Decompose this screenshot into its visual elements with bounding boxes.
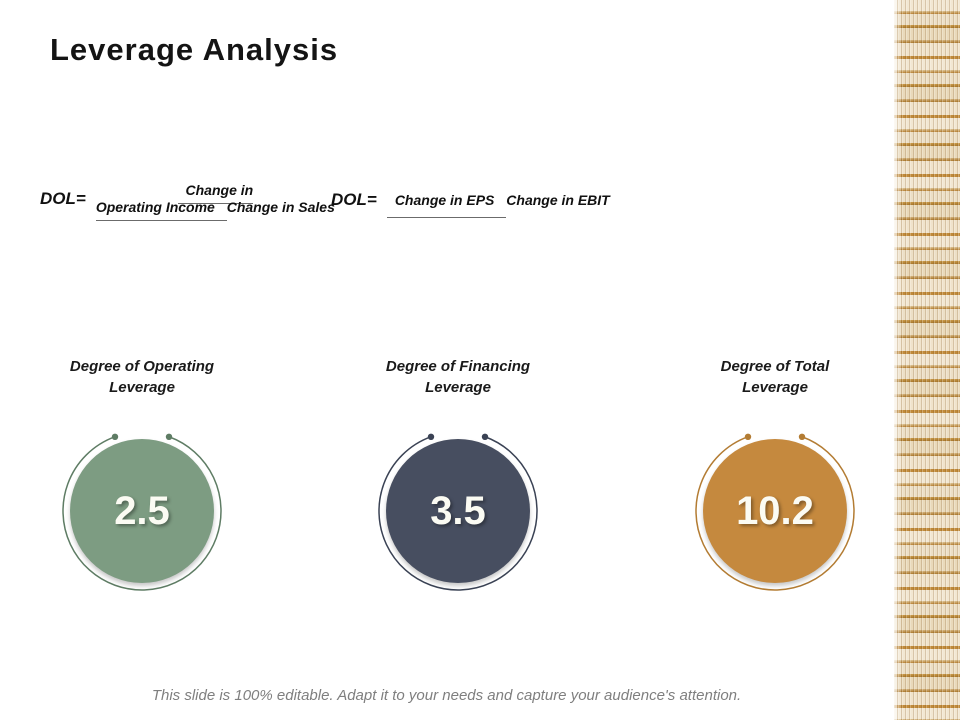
numerator-line2: Operating Income — [95, 199, 215, 215]
numerator-line1: Change in — [185, 182, 254, 198]
gauge-ring-graphic — [695, 431, 855, 591]
gauge-label: Degree of Total Leverage — [675, 356, 875, 402]
denominator-text: Change in EBIT — [506, 191, 610, 208]
gauge-ring-graphic — [378, 431, 538, 591]
gauge-circle: 3.5 — [373, 426, 543, 596]
gauge-value: 3.5 — [430, 488, 486, 533]
gauge-value: 10.2 — [736, 488, 814, 533]
formula-dol-financing: DOL= Change in EPS Change in EBIT — [331, 190, 610, 218]
ring-dot-right — [798, 433, 806, 440]
formula-label: DOL= — [331, 190, 377, 209]
gauge-label: Degree of Operating Leverage — [42, 356, 242, 402]
editable-note-caption: This slide is 100% editable. Adapt it to… — [151, 687, 742, 704]
gauge-operating-leverage: Degree of Operating Leverage 2.5 — [42, 356, 242, 596]
ring-dot-right — [481, 433, 489, 440]
stacked-coins-image — [893, 0, 960, 720]
fraction-denominator: Change in EBIT — [506, 181, 609, 208]
fraction: Change in EPS Change in EBIT — [386, 191, 610, 218]
gauge-label: Degree of Financing Leverage — [358, 356, 558, 402]
gauge-ring-graphic — [62, 431, 222, 591]
gauge-fill-circle — [703, 439, 847, 583]
numerator-line1: Change in EPS — [394, 191, 495, 208]
gauge-label-line2: Leverage — [109, 379, 175, 396]
formula-dol-operating: DOL= Change in Operating Income Change i… — [40, 182, 335, 221]
fraction-numerator: Change in Operating Income — [95, 182, 254, 221]
ring-dot-right — [165, 433, 173, 440]
gauge-label-line2: Leverage — [742, 379, 808, 396]
gauge-circle: 2.5 — [57, 426, 227, 596]
gauge-fill-circle — [70, 439, 214, 583]
gauge-label-line1: Degree of Total — [720, 358, 830, 375]
ring-dot-left — [427, 433, 435, 440]
gauge-value: 2.5 — [114, 488, 170, 533]
fraction-denominator: Change in Sales — [227, 192, 335, 215]
ring-dot-left — [111, 433, 119, 440]
gauge-label-line1: Degree of Operating — [69, 358, 215, 375]
gauge-label-line2: Leverage — [425, 379, 491, 396]
fraction-numerator: Change in EPS — [386, 191, 507, 218]
gauge-fill-circle — [386, 439, 530, 583]
denominator-text: Change in Sales — [226, 199, 335, 215]
gauge-financing-leverage: Degree of Financing Leverage 3.5 — [358, 356, 558, 596]
formula-label: DOL= — [40, 189, 86, 208]
fraction: Change in Operating Income Change in Sal… — [95, 182, 335, 221]
gauge-circle: 10.2 — [690, 426, 860, 596]
gauge-label-line1: Degree of Financing — [385, 358, 531, 375]
ring-dot-left — [744, 433, 752, 440]
page-title: Leverage Analysis — [50, 32, 339, 67]
gauge-total-leverage: Degree of Total Leverage 10.2 — [675, 356, 875, 596]
